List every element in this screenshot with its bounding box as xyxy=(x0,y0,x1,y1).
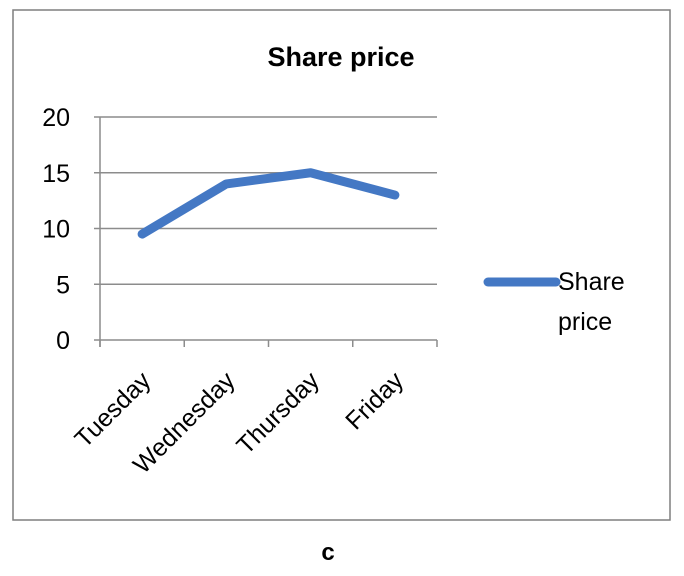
chart-title: Share price xyxy=(267,42,414,72)
figure-caption: c xyxy=(321,539,334,566)
y-tick-label: 20 xyxy=(42,104,70,132)
series-line-share-price xyxy=(137,168,400,239)
chart-frame xyxy=(12,9,671,521)
y-tick-labels: 0 5 10 15 20 xyxy=(42,104,70,355)
y-tick-label: 0 xyxy=(56,327,70,355)
axes xyxy=(94,116,438,347)
legend-label-line-2: price xyxy=(558,308,612,336)
y-tick-label: 5 xyxy=(56,271,70,299)
y-tick-label: 10 xyxy=(42,216,70,244)
series-group xyxy=(137,168,400,239)
y-tick-label: 15 xyxy=(42,160,70,188)
legend: Share price xyxy=(483,268,625,336)
legend-label-line-1: Share xyxy=(558,268,625,296)
